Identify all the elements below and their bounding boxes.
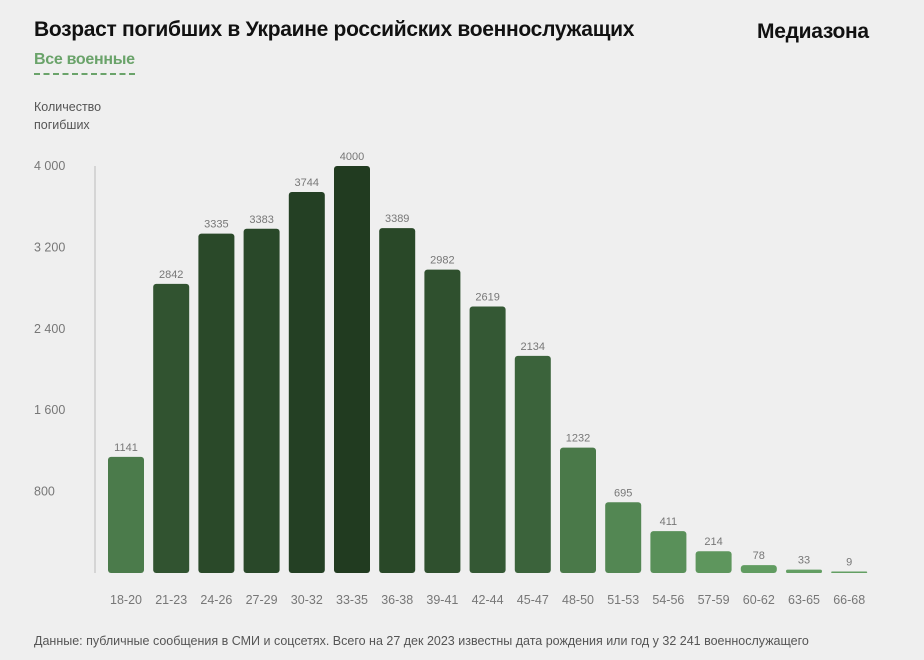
bar-54-56 xyxy=(650,531,687,573)
x-tick-label: 24-26 xyxy=(200,593,232,607)
bar-51-53 xyxy=(605,502,642,573)
data-label: 2842 xyxy=(159,269,183,281)
x-tick-label: 57-59 xyxy=(698,593,730,607)
data-label: 3383 xyxy=(249,214,273,226)
bar-57-59 xyxy=(695,551,732,573)
data-label: 2982 xyxy=(430,255,454,267)
data-label: 3744 xyxy=(295,177,319,189)
bar-18-20 xyxy=(108,456,144,573)
y-axis-label: Количество погибших xyxy=(34,100,102,132)
x-tick-label: 63-65 xyxy=(788,593,820,607)
data-label: 214 xyxy=(704,536,722,548)
bar-66-68 xyxy=(831,571,868,573)
y-tick-label: 3 200 xyxy=(34,240,65,254)
x-tick-label: 60-62 xyxy=(743,593,775,607)
bar-24-26 xyxy=(198,233,235,573)
x-tick-label: 42-44 xyxy=(472,593,504,607)
x-tick-label: 21-23 xyxy=(155,593,187,607)
x-tick-label: 39-41 xyxy=(426,593,458,607)
tab-all-military[interactable]: Все военные xyxy=(34,51,135,75)
x-tick-label: 48-50 xyxy=(562,593,594,607)
x-tick-label: 33-35 xyxy=(336,593,368,607)
y-tick-label: 4 000 xyxy=(34,159,65,173)
x-tick-label: 27-29 xyxy=(246,593,278,607)
data-label: 9 xyxy=(846,557,852,569)
y-tick-label: 1 600 xyxy=(34,403,65,417)
data-label: 695 xyxy=(614,487,632,499)
x-tick-label: 51-53 xyxy=(607,593,639,607)
bar-36-38 xyxy=(379,228,416,573)
data-label: 33 xyxy=(798,555,810,567)
bar-33-35 xyxy=(334,166,370,573)
bar-48-50 xyxy=(560,447,596,573)
x-tick-label: 18-20 xyxy=(110,593,142,607)
data-label: 3335 xyxy=(204,219,228,231)
data-label: 78 xyxy=(753,550,765,562)
bar-45-47 xyxy=(514,355,551,573)
x-tick-label: 30-32 xyxy=(291,593,323,607)
data-label: 2134 xyxy=(521,341,545,353)
source-note: Данные: публичные сообщения в СМИ и соцс… xyxy=(34,634,809,648)
bar-21-23 xyxy=(153,283,190,573)
bar-63-65 xyxy=(786,569,822,573)
y-tick-label: 2 400 xyxy=(34,322,65,336)
x-tick-label: 45-47 xyxy=(517,593,549,607)
x-tick-label: 36-38 xyxy=(381,593,413,607)
bar-39-41 xyxy=(424,269,461,573)
data-label: 411 xyxy=(660,516,678,528)
y-tick-label: 800 xyxy=(34,485,55,499)
data-label: 4000 xyxy=(340,151,364,163)
x-tick-label: 54-56 xyxy=(652,593,684,607)
data-label: 1141 xyxy=(114,442,138,454)
bar-42-44 xyxy=(469,306,506,573)
data-label: 2619 xyxy=(475,292,499,304)
bar-60-62 xyxy=(740,565,777,573)
data-label: 1232 xyxy=(566,433,590,445)
x-tick-label: 66-68 xyxy=(833,593,865,607)
bar-30-32 xyxy=(288,192,325,573)
chart-title: Возраст погибших в Украине российских во… xyxy=(34,18,635,41)
brand-logo: Медиазона xyxy=(757,20,869,43)
data-label: 3389 xyxy=(385,213,409,225)
bar-27-29 xyxy=(243,228,280,573)
